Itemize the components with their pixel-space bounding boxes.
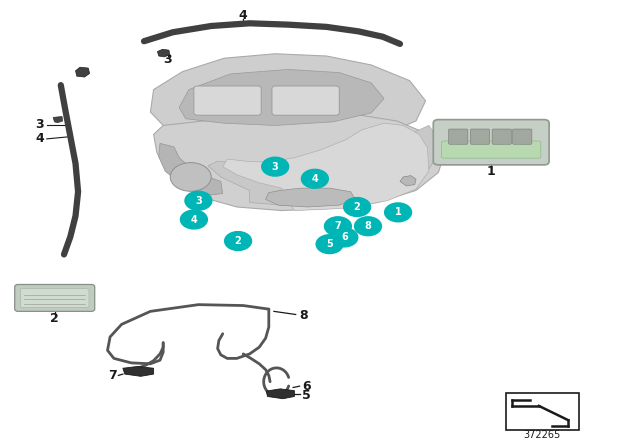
FancyBboxPatch shape [513, 129, 532, 144]
Polygon shape [53, 116, 63, 123]
FancyBboxPatch shape [449, 129, 468, 144]
Text: 6: 6 [302, 379, 310, 393]
Polygon shape [157, 49, 170, 57]
FancyBboxPatch shape [492, 129, 511, 144]
Text: 3: 3 [272, 162, 278, 172]
Polygon shape [266, 389, 294, 399]
Circle shape [262, 157, 289, 176]
Text: 7: 7 [335, 221, 341, 231]
Text: 1: 1 [487, 164, 495, 178]
FancyBboxPatch shape [442, 141, 541, 158]
Text: 5: 5 [326, 239, 333, 249]
Circle shape [344, 198, 371, 216]
Polygon shape [208, 125, 435, 206]
Circle shape [385, 203, 412, 222]
Text: 3: 3 [195, 196, 202, 206]
Text: 1: 1 [395, 207, 401, 217]
Circle shape [301, 169, 328, 188]
Text: 5: 5 [302, 388, 311, 402]
Polygon shape [266, 188, 355, 207]
FancyBboxPatch shape [194, 86, 261, 115]
Text: 3: 3 [163, 52, 172, 66]
Text: 4: 4 [35, 132, 44, 146]
Polygon shape [400, 176, 416, 186]
Polygon shape [76, 67, 90, 77]
Polygon shape [150, 54, 426, 139]
Text: 2: 2 [235, 236, 241, 246]
Text: 4: 4 [191, 215, 197, 224]
Text: 8: 8 [365, 221, 371, 231]
Circle shape [324, 217, 351, 236]
Circle shape [316, 235, 343, 254]
FancyBboxPatch shape [433, 120, 549, 165]
FancyBboxPatch shape [15, 284, 95, 311]
Text: 2: 2 [354, 202, 360, 212]
Circle shape [225, 232, 252, 250]
FancyBboxPatch shape [470, 129, 490, 144]
Circle shape [355, 217, 381, 236]
Polygon shape [123, 366, 154, 376]
Text: 4: 4 [239, 9, 248, 22]
Circle shape [185, 191, 212, 210]
Text: 3: 3 [35, 118, 44, 131]
Polygon shape [179, 69, 384, 125]
Polygon shape [223, 123, 429, 211]
Polygon shape [154, 111, 445, 211]
Polygon shape [159, 143, 223, 195]
FancyBboxPatch shape [20, 289, 89, 307]
Circle shape [180, 210, 207, 229]
Text: 372265: 372265 [524, 430, 561, 439]
Circle shape [331, 228, 358, 247]
FancyBboxPatch shape [272, 86, 339, 115]
Circle shape [170, 163, 211, 191]
Text: 4: 4 [312, 174, 318, 184]
Text: 8: 8 [300, 309, 308, 323]
Text: 2: 2 [51, 312, 59, 326]
Text: 7: 7 [108, 369, 116, 382]
Text: 6: 6 [341, 233, 348, 242]
FancyBboxPatch shape [506, 393, 579, 430]
